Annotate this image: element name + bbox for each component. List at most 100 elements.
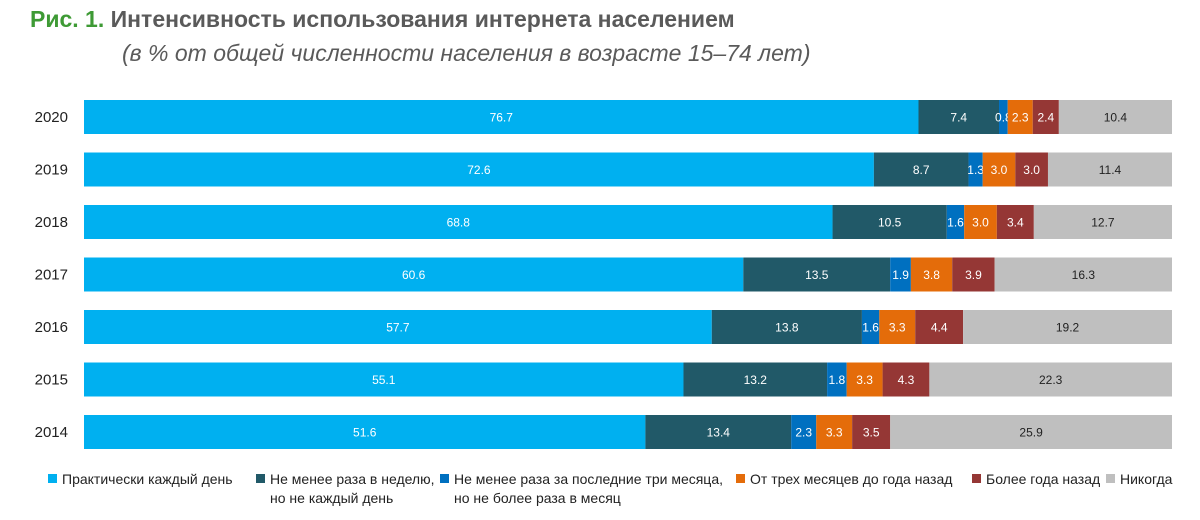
bar-segment [968,152,983,187]
legend-label: Никогда [1120,471,1173,487]
bar-segment [84,257,744,292]
bar-segment [963,310,1172,344]
bar-segment [84,100,919,134]
legend-item: Никогда [1106,470,1172,489]
bar-segment [852,415,891,449]
data-label: 3.3 [826,426,843,440]
data-label: 3.0 [991,163,1008,177]
data-label: 55.1 [372,373,396,387]
year-label: 2015 [35,372,68,389]
year-label: 2017 [35,267,68,284]
data-label: 13.8 [775,321,799,335]
year-label: 2020 [35,109,68,126]
data-label: 51.6 [353,426,377,440]
legend-item: Не менее раза за последние три месяца, н… [440,470,723,508]
data-label: 3.8 [923,268,940,282]
legend-label: Не менее раза в неделю, но не каждый ден… [270,471,435,506]
data-label: 8.7 [913,163,930,177]
data-label: 12.7 [1091,216,1115,230]
legend-item: Более года назад [972,470,1100,489]
data-label: 3.9 [965,268,982,282]
bar-segment [996,205,1034,239]
data-label: 3.3 [889,321,906,335]
data-label: 22.3 [1039,373,1063,387]
bar-segment [873,152,969,187]
data-label: 76.7 [490,111,514,125]
data-label: 10.4 [1104,111,1128,125]
year-label: 2019 [35,162,68,179]
bar-segment [1007,100,1033,134]
legend-swatch [736,474,745,483]
bar-segment [1033,205,1172,239]
legend-swatch [48,474,57,483]
bar-segment [645,415,792,449]
data-label: 13.5 [805,268,829,282]
bar-segment [1032,100,1059,134]
data-label: 11.4 [1099,163,1122,177]
bar-segment [791,415,817,449]
legend-swatch [440,474,449,483]
legend-item: Практически каждый день [48,470,233,489]
data-label: 1.8 [829,373,846,387]
data-label: 3.3 [856,373,873,387]
data-label: 3.0 [972,216,989,230]
bar-segment [910,257,953,292]
bar-segment [827,362,847,397]
bar-segment [994,257,1172,292]
bar-segment [964,205,997,239]
legend-item: Не менее раза в неделю, но не каждый ден… [256,470,435,508]
bar-segment [832,205,947,239]
chart-title: Рис. 1. Интенсивность использования инте… [30,6,735,33]
bar-segment [84,152,874,187]
legend-item: От трех месяцев до года назад [736,470,952,489]
data-label: 2.4 [1037,111,1054,125]
data-label: 4.4 [931,321,948,335]
bar-segment [929,362,1172,397]
data-label: 3.0 [1023,163,1040,177]
bar-segment [999,100,1008,134]
bar-segment [861,310,880,344]
bar-segment [918,100,1000,134]
data-label: 57.7 [386,321,410,335]
bar-segment [946,205,965,239]
data-label: 3.4 [1007,216,1024,230]
legend-label: Более года назад [986,471,1101,487]
figure-number: Рис. 1. [30,6,105,32]
legend-label: Не менее раза за последние три месяца, н… [454,471,724,506]
data-label: 25.9 [1019,426,1043,440]
data-label: 13.4 [707,426,731,440]
data-label: 19.2 [1056,321,1080,335]
data-label: 10.5 [878,216,902,230]
legend-label: От трех месяцев до года назад [750,471,953,487]
legend-label: Практически каждый день [62,471,233,487]
bar-segment [683,362,828,397]
bar-segment [846,362,883,397]
data-label: 3.5 [863,426,880,440]
bar-segment [915,310,964,344]
bar-segment [879,310,916,344]
data-label: 1.6 [862,321,879,335]
bar-segment [743,257,891,292]
data-label: 60.6 [402,268,426,282]
bar-segment [711,310,862,344]
bar-segment [982,152,1016,187]
bar-segment [84,415,646,449]
year-label: 2018 [35,214,68,231]
bar-segment [882,362,930,397]
bar-segment [890,415,1172,449]
legend-swatch [1106,474,1115,483]
data-label: 1.6 [947,216,964,230]
year-label: 2014 [35,424,68,441]
bar-segment [1058,100,1172,134]
bar-segment [890,257,911,292]
chart-subtitle: (в % от общей численности населения в во… [122,40,811,66]
legend-swatch [972,474,981,483]
legend-swatch [256,474,265,483]
bar-segment [1047,152,1172,187]
data-label: 72.6 [467,163,491,177]
data-label: 2.3 [1012,111,1029,125]
data-label: 68.8 [447,216,471,230]
data-label: 16.3 [1072,268,1096,282]
bar-segment [816,415,853,449]
